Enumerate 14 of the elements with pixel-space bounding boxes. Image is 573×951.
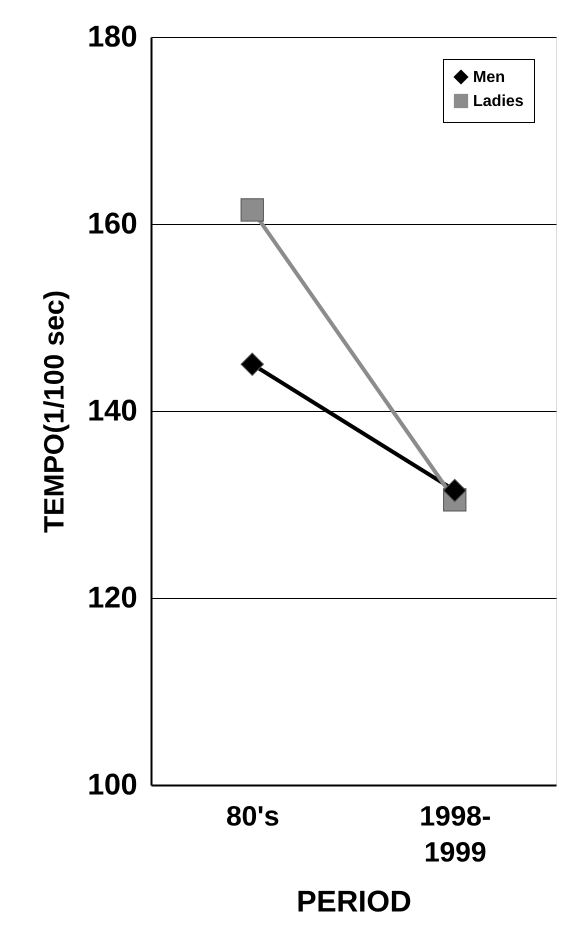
legend-label: Ladies [473,93,524,110]
y-tick-label: 180 [87,20,138,54]
y-axis-title: TEMPO(1/100 sec) [38,290,70,533]
y-tick-label: 140 [87,394,138,428]
point [240,352,264,376]
legend-label: Men [473,69,505,86]
point [240,198,264,222]
y-tick-label: 160 [87,208,138,240]
y-tick-label: 120 [87,582,138,614]
point [443,478,466,502]
x-tick-label: 80's [226,800,280,832]
x-axis-title: PERIOD [296,886,412,918]
x-tick-label: 1998-1999 [419,800,492,868]
y-tick-label: 100 [87,768,138,802]
